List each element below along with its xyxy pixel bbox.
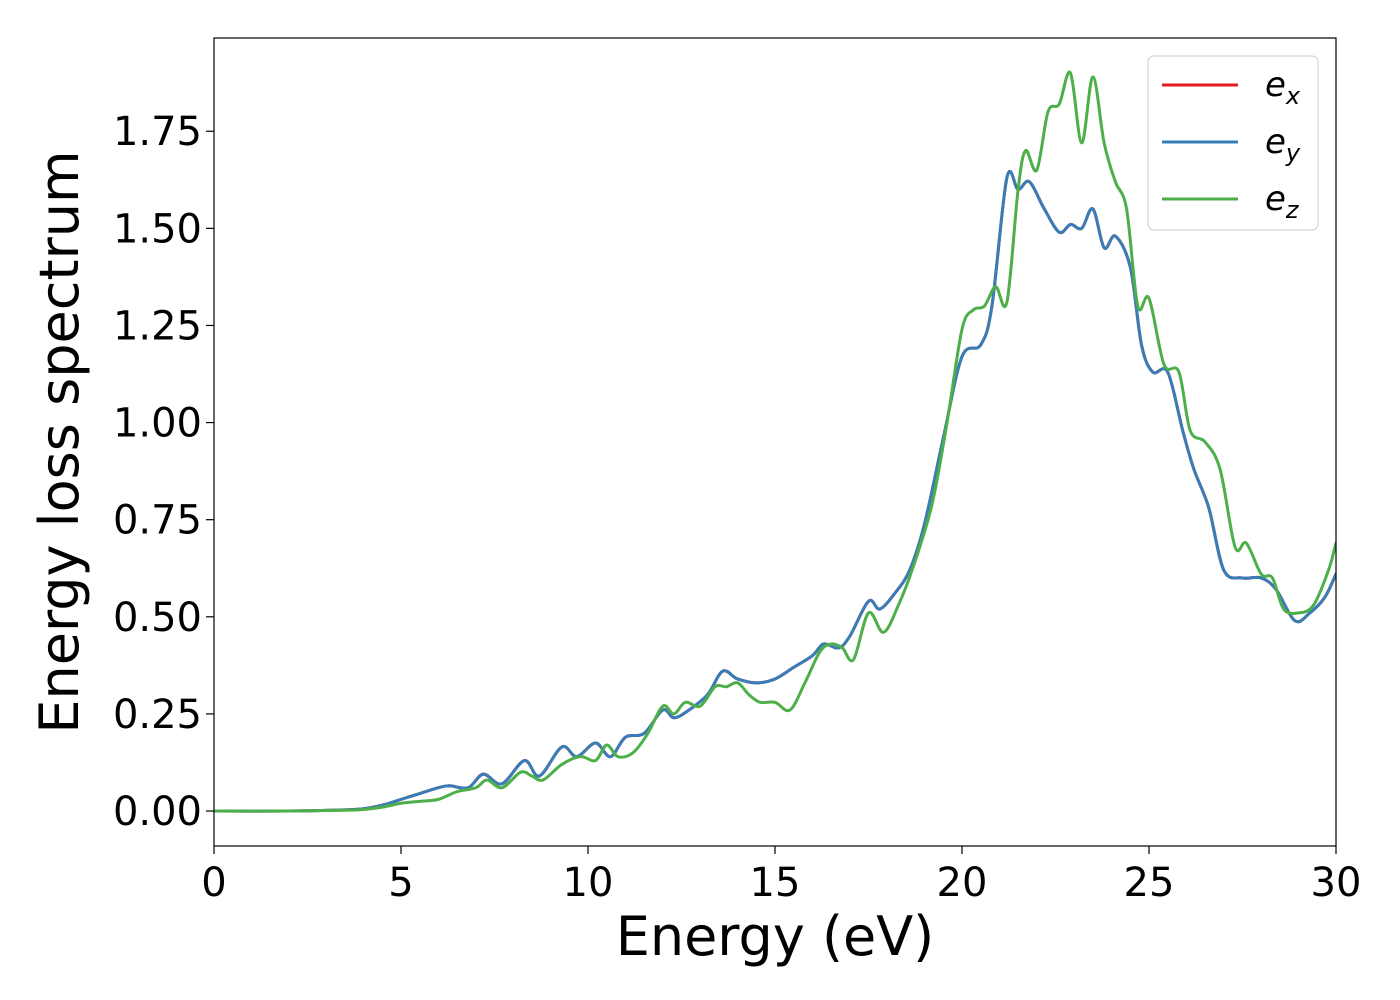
x-tick-label: 0 xyxy=(201,860,226,906)
y-tick-label: 0.75 xyxy=(113,498,202,544)
y-tick-label: 0.00 xyxy=(113,789,202,835)
y-tick-label: 0.25 xyxy=(113,692,202,738)
x-tick-label: 5 xyxy=(388,860,413,906)
y-tick-label: 0.50 xyxy=(113,595,202,641)
series-layer xyxy=(214,70,1336,813)
series-line-ey xyxy=(214,169,1336,813)
x-axis-title: Energy (eV) xyxy=(616,905,935,968)
y-axis-title: Energy loss spectrum xyxy=(28,150,91,733)
y-tick-label: 1.75 xyxy=(113,109,202,155)
x-tick-label: 25 xyxy=(1124,860,1175,906)
y-axis: 0.00 0.25 0.50 0.75 1.00 1.25 1.50 1.75 xyxy=(113,109,214,835)
y-tick-label: 1.00 xyxy=(113,401,202,447)
series-line-ez xyxy=(214,70,1336,813)
x-axis: 0 5 10 15 20 25 30 xyxy=(201,846,1361,906)
x-tick-label: 15 xyxy=(750,860,801,906)
x-tick-label: 20 xyxy=(937,860,988,906)
y-tick-label: 1.25 xyxy=(113,303,202,349)
y-tick-label: 1.50 xyxy=(113,206,202,252)
x-tick-label: 30 xyxy=(1311,860,1362,906)
x-tick-label: 10 xyxy=(563,860,614,906)
